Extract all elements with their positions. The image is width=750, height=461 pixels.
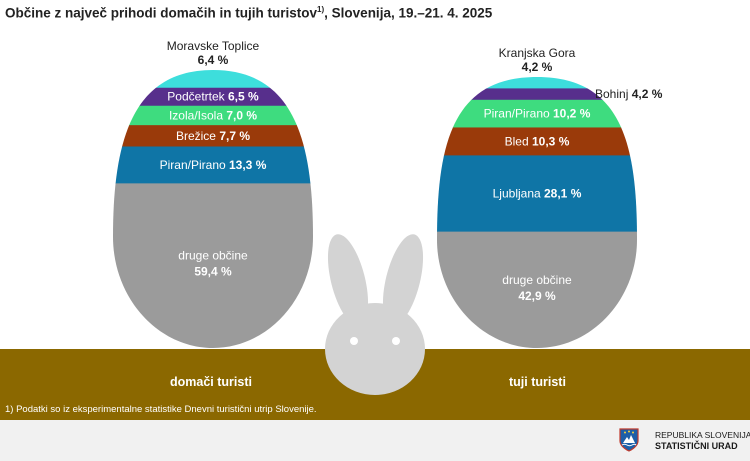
- footnote: 1) Podatki so iz eksperimentalne statist…: [5, 404, 317, 415]
- egg-segment: [437, 127, 637, 156]
- segment-name-label: Bohinj: [595, 87, 632, 101]
- segment-value-label: 7,7 %: [219, 129, 250, 143]
- egg-segment: [113, 146, 313, 184]
- category-label-foreign: tuji turisti: [509, 375, 566, 389]
- egg-segment: [113, 87, 313, 107]
- organization-line-2: STATISTIČNI URAD: [655, 441, 738, 451]
- bunny-head: [325, 303, 425, 395]
- segment-name-label: druge občine: [178, 249, 248, 263]
- egg-segment: [437, 77, 637, 89]
- organization-name: REPUBLIKA SLOVENIJA STATISTIČNI URAD: [655, 430, 750, 452]
- segment-name-label: Izola/Isola: [169, 108, 226, 122]
- segment-value-label: 28,1 %: [544, 187, 582, 201]
- egg-segment: [437, 88, 637, 101]
- chart-title-text: Občine z največ prihodi domačih in tujih…: [5, 5, 318, 21]
- segment-label: Izola/Isola 7,0 %: [169, 108, 257, 122]
- segment-value-label: 42,9 %: [518, 289, 556, 303]
- egg-domestic: [113, 70, 313, 348]
- chart-title: Občine z največ prihodi domačih in tujih…: [5, 5, 492, 21]
- segment-label: Bled 10,3 %: [505, 134, 570, 148]
- segment-name-label: Piran/Pirano: [160, 158, 229, 172]
- egg-segment: [113, 70, 313, 89]
- segment-value-label: 6,5 %: [228, 90, 259, 104]
- segment-name-label: Moravske Toplice: [167, 39, 260, 53]
- segment-name-label: Bled: [505, 134, 532, 148]
- egg-foreign: [437, 77, 637, 348]
- segment-label: Piran/Pirano 10,2 %: [484, 107, 591, 121]
- segment-label: Bohinj 4,2 %: [595, 87, 663, 101]
- bunny-right-eye: [392, 337, 400, 345]
- segment-name-label: Ljubljana: [493, 187, 544, 201]
- bunny: [325, 234, 425, 395]
- segment-value-label: 59,4 %: [194, 265, 232, 279]
- organization-line-1: REPUBLIKA SLOVENIJA: [655, 430, 750, 440]
- segment-value-label: 6,4 %: [198, 53, 229, 67]
- segment-value-label: 4,2 %: [632, 87, 663, 101]
- chart-title-suffix: , Slovenija, 19.–21. 4. 2025: [324, 5, 493, 21]
- category-label-domestic: domači turisti: [170, 375, 252, 389]
- egg-segment: [437, 155, 637, 233]
- segment-value-label: 4,2 %: [522, 60, 553, 74]
- segment-label: Podčetrtek 6,5 %: [167, 90, 259, 104]
- segment-name-label: Kranjska Gora: [499, 46, 576, 60]
- bunny-left-ear: [327, 234, 369, 326]
- title-footnote-marker: 1): [317, 5, 325, 14]
- segment-label: Ljubljana 28,1 %: [493, 187, 582, 201]
- slovenia-coat-of-arms-icon: [619, 428, 639, 452]
- segment-value-label: 7,0 %: [226, 108, 257, 122]
- egg-segment: [437, 99, 637, 129]
- bunny-left-eye: [350, 337, 358, 345]
- segment-name-label: Podčetrtek: [167, 90, 228, 104]
- segment-value-label: 13,3 %: [229, 158, 267, 172]
- egg-segment: [113, 105, 313, 126]
- segment-name-label: druge občine: [502, 273, 572, 287]
- segment-value-label: 10,3 %: [532, 134, 570, 148]
- egg-segment: [113, 125, 313, 148]
- segment-label: Piran/Pirano 13,3 %: [160, 158, 267, 172]
- bunny-right-ear: [382, 234, 424, 326]
- segment-name-label: Brežice: [176, 129, 219, 143]
- segment-name-label: Piran/Pirano: [484, 107, 553, 121]
- segment-label: Brežice 7,7 %: [176, 129, 250, 143]
- segment-value-label: 10,2 %: [553, 107, 591, 121]
